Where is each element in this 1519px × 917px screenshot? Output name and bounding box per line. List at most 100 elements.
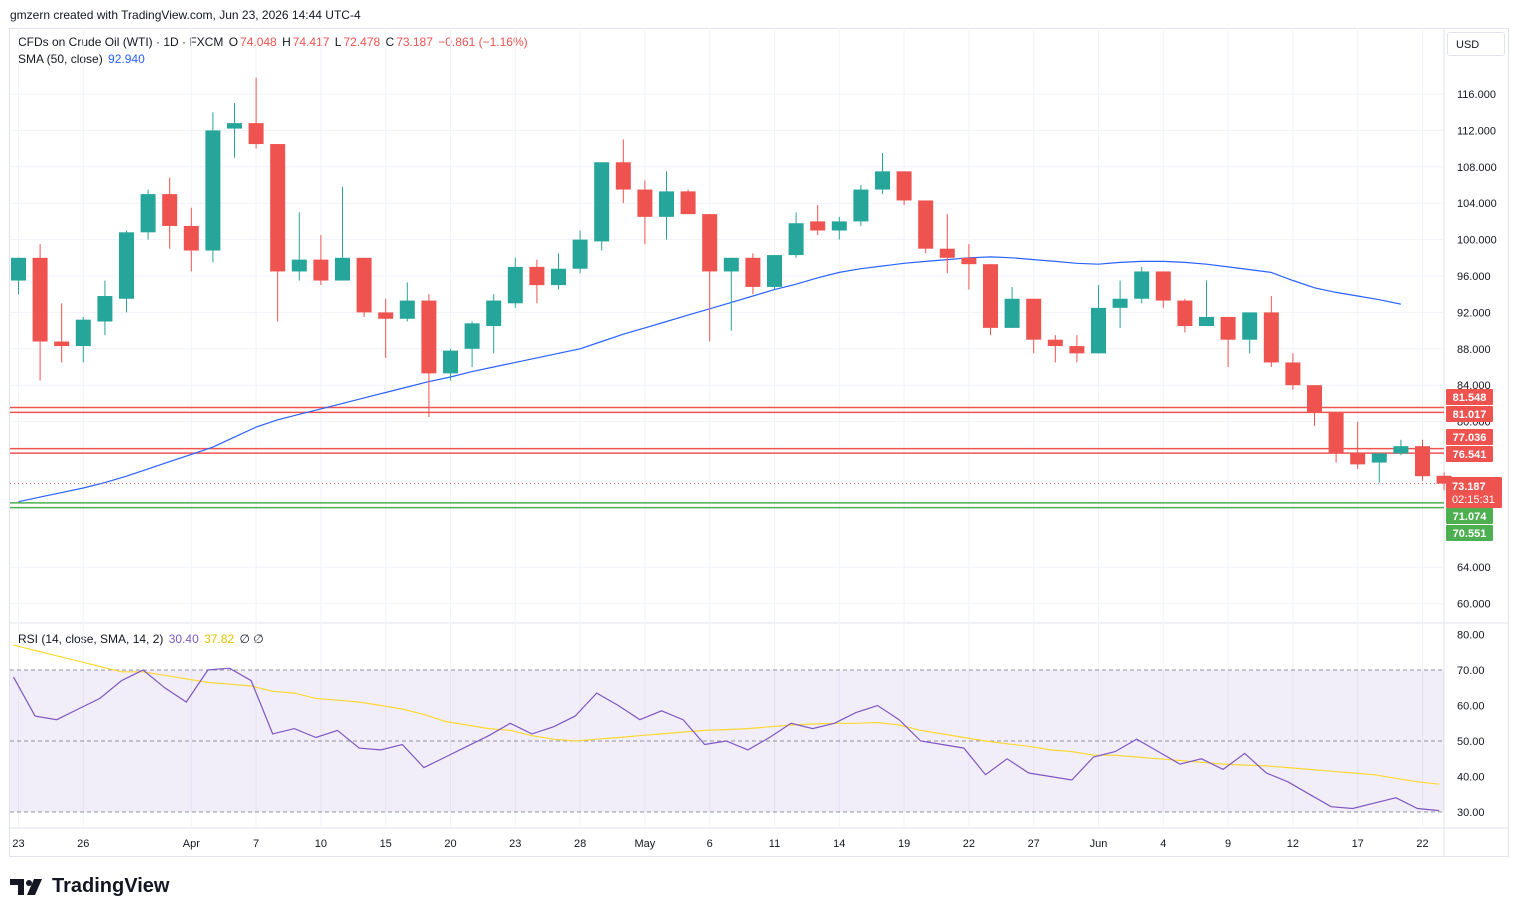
candle-body (1285, 362, 1301, 386)
candle-body (1328, 412, 1344, 454)
candle-body (399, 300, 415, 319)
candle-body (572, 239, 588, 269)
level-axis-label: 70.551 (1453, 528, 1487, 540)
time-tick-label: 4 (1160, 838, 1166, 850)
candle-body (1263, 312, 1279, 363)
candle-body (594, 162, 610, 242)
candle-body (140, 194, 156, 233)
candle-body (831, 221, 847, 231)
close-value: 73.187 (396, 35, 433, 49)
candle-body (1004, 298, 1020, 328)
price-tick-label: 112.000 (1457, 125, 1496, 137)
candle-body (356, 257, 372, 313)
rsi-line (12, 667, 1440, 812)
rsi-extra: ∅ ∅ (239, 632, 264, 646)
level-axis-label: 71.074 (1453, 511, 1488, 523)
candle-body (961, 257, 977, 265)
sma-label: SMA (50, close) (18, 52, 103, 66)
rsi-tick-label: 60.00 (1457, 701, 1485, 713)
close-label: C (385, 35, 395, 49)
candle-body (680, 191, 696, 215)
tv-logo-icon (10, 878, 42, 895)
candle-body (615, 162, 631, 190)
countdown-label: 02:15:31 (1452, 494, 1495, 506)
rsi-tick-label: 80.00 (1457, 630, 1485, 642)
candle-body (788, 223, 804, 256)
change-value: −0.861 (−1.16%) (438, 35, 528, 49)
time-tick-label: Jun (1090, 838, 1108, 850)
time-tick-label: 17 (1352, 838, 1364, 850)
price-tick-label: 100.000 (1457, 235, 1497, 247)
candle-body (637, 189, 653, 217)
currency-button[interactable]: USD (1447, 32, 1505, 56)
tradingview-logo: TradingView (10, 875, 169, 898)
time-tick-label: 9 (1225, 838, 1231, 850)
candle-body (1069, 346, 1085, 354)
last-price-label: 73.187 (1452, 481, 1486, 493)
candle-body (1371, 453, 1387, 463)
candle-body (75, 319, 91, 347)
candle-body (939, 248, 955, 258)
rsi-label: RSI (14, close, SMA, 14, 2) (18, 632, 164, 646)
time-tick-label: 20 (444, 838, 456, 850)
candle-body (1134, 271, 1150, 299)
candle-body (723, 257, 739, 272)
candle-body (659, 191, 674, 217)
rsi-ma-value: 37.82 (204, 632, 235, 646)
level-axis-badge (1446, 446, 1493, 462)
candle-body (1047, 339, 1063, 347)
time-tick-label: 12 (1287, 838, 1299, 850)
candle-body (97, 296, 113, 322)
candle-body (896, 171, 912, 201)
time-tick-label: 7 (253, 838, 259, 850)
candle-body (335, 257, 350, 281)
candle-body (507, 266, 523, 304)
candle-body (378, 312, 394, 319)
candle-body (702, 214, 718, 272)
candle-body (11, 257, 26, 281)
symbol-label: CFDs on Crude Oil (WTI) · 1D · FXCM (18, 35, 224, 49)
level-axis-label: 81.017 (1453, 409, 1487, 421)
time-tick-label: 15 (380, 838, 392, 850)
price-tick-label: 96.000 (1457, 271, 1491, 283)
candle-body (54, 341, 70, 347)
open-value: 74.048 (240, 35, 277, 49)
price-tick-label: 88.000 (1457, 344, 1491, 356)
candle-body (486, 300, 502, 327)
high-label: H (282, 35, 291, 49)
high-value: 74.417 (292, 35, 330, 49)
candle-body (875, 171, 890, 190)
time-tick-label: 19 (898, 838, 910, 850)
candle-body (270, 144, 286, 272)
candle-body (853, 189, 869, 222)
candle-body (421, 300, 437, 374)
time-tick-label: 6 (707, 838, 713, 850)
time-tick-label: May (635, 838, 656, 850)
candle-body (227, 123, 242, 129)
candle-body (183, 225, 199, 251)
time-tick-label: 27 (1028, 838, 1040, 850)
candle-body (1415, 446, 1430, 477)
level-axis-label: 76.541 (1453, 449, 1487, 461)
candle-body (1242, 312, 1258, 340)
candle-body (205, 130, 221, 251)
candle-body (119, 232, 134, 299)
candle-body (1155, 271, 1171, 301)
candle-body (443, 350, 458, 374)
attribution: gmzern created with TradingView.com, Jun… (10, 8, 361, 22)
price-tick-label: 64.000 (1457, 562, 1491, 574)
candle-body (248, 123, 264, 145)
open-label: O (228, 35, 239, 49)
time-tick-label: 26 (77, 838, 89, 850)
low-value: 72.478 (343, 35, 381, 49)
candle-body (1393, 446, 1409, 454)
candle-body (162, 194, 178, 226)
candle-body (1350, 453, 1366, 465)
level-axis-badge (1446, 429, 1493, 445)
price-tick-label: 108.000 (1457, 162, 1497, 174)
rsi-tick-label: 50.00 (1457, 736, 1485, 748)
candle-body (291, 259, 307, 272)
level-axis-badge (1446, 525, 1493, 541)
rsi-tick-label: 30.00 (1457, 807, 1485, 819)
